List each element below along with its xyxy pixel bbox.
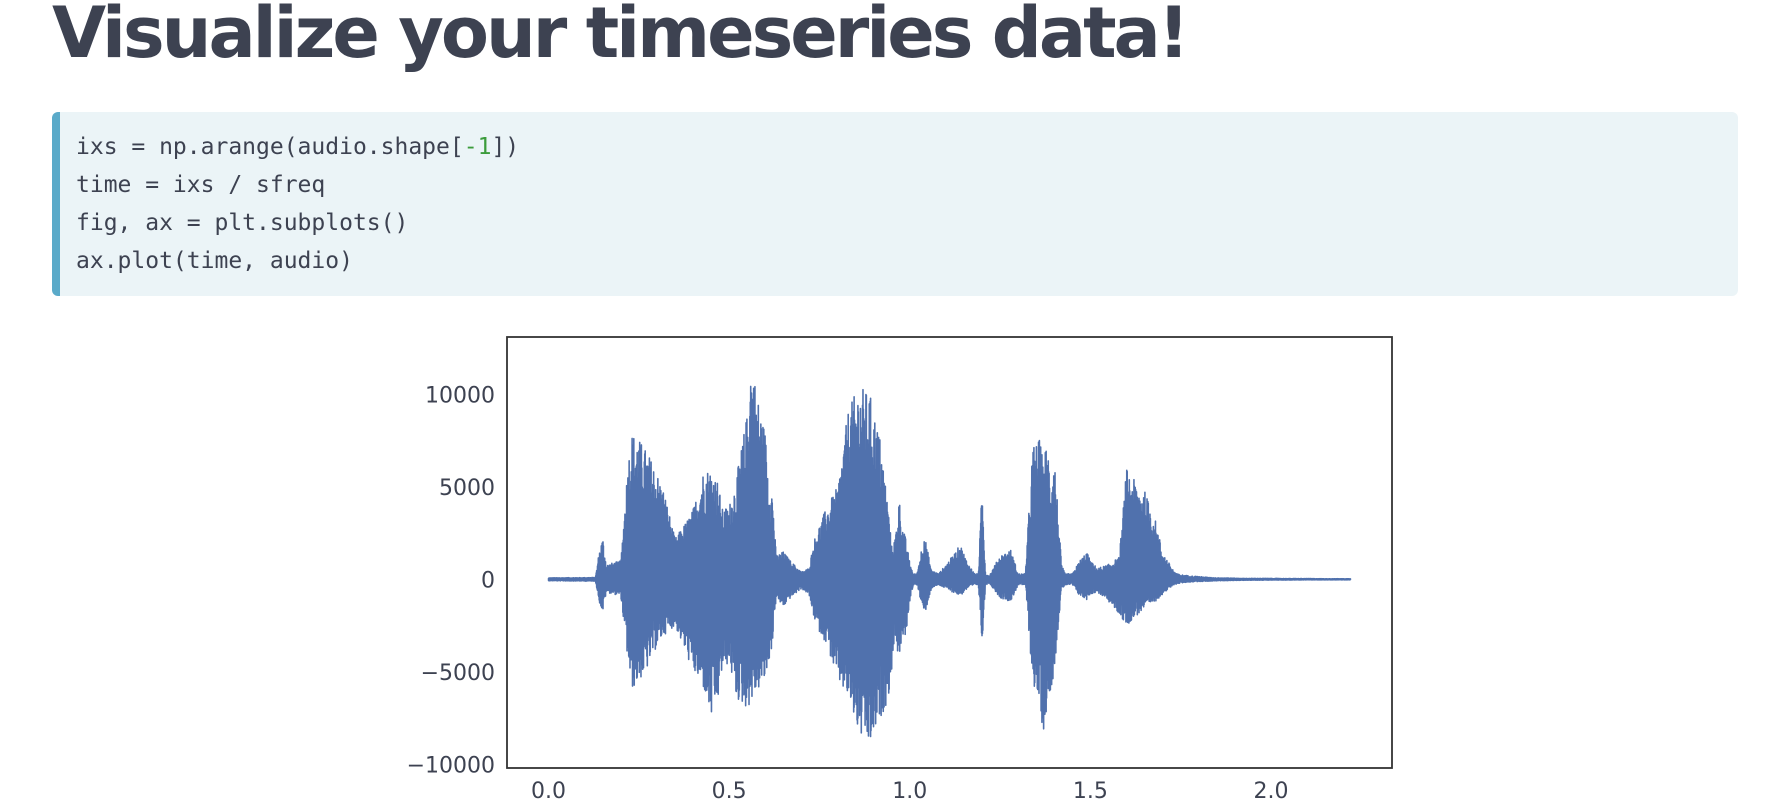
- x-tick-label: 2.0: [1253, 779, 1288, 804]
- slide-title: Visualize your timeseries data!: [52, 0, 1190, 74]
- x-tick-label: 1.0: [892, 779, 927, 804]
- code-text: ixs = np.arange(audio.shape[: [76, 134, 464, 160]
- code-text: fig, ax = plt.subplots(): [76, 210, 409, 236]
- x-tick-label: 0.0: [531, 779, 566, 804]
- y-tick-label: −5000: [421, 661, 495, 686]
- code-line: fig, ax = plt.subplots(): [76, 204, 1738, 242]
- plot-frame: [506, 336, 1393, 769]
- code-line: time = ixs / sfreq: [76, 166, 1738, 204]
- y-tick-label: −10000: [407, 753, 495, 778]
- code-line: ixs = np.arange(audio.shape[-1]): [76, 128, 1738, 166]
- waveform-series-line: [547, 385, 1352, 738]
- code-block: ixs = np.arange(audio.shape[-1]) time = i…: [52, 112, 1738, 296]
- code-line: ax.plot(time, audio): [76, 242, 1738, 280]
- code-number-literal: -1: [463, 134, 492, 160]
- y-tick-label: 5000: [439, 476, 495, 501]
- x-tick-label: 0.5: [712, 779, 747, 804]
- code-text: time = ixs / sfreq: [76, 172, 326, 198]
- code-text: ]): [491, 134, 520, 160]
- y-tick-label: 10000: [425, 383, 495, 408]
- x-tick-label: 1.5: [1073, 779, 1108, 804]
- code-text: ax.plot(time, audio): [76, 248, 353, 274]
- y-tick-label: 0: [481, 568, 495, 593]
